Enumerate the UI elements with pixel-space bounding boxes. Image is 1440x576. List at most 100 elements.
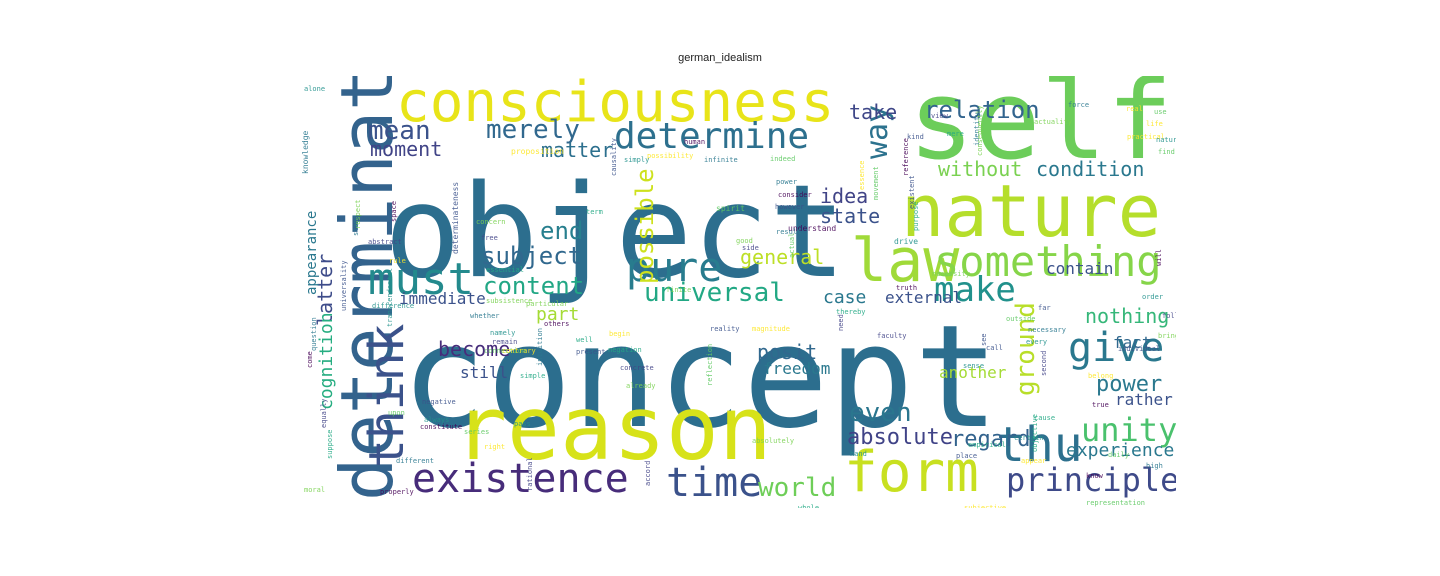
word-subsistence: subsistence — [486, 297, 532, 305]
word-necessary: necessary — [1028, 326, 1066, 334]
word-pass: pass — [514, 420, 531, 428]
word-content: content — [483, 272, 584, 300]
word-form: form — [844, 440, 979, 505]
word-follow: follow — [1162, 312, 1176, 320]
word-proposition: proposition — [511, 147, 564, 156]
word-mere: mere — [947, 130, 964, 138]
word-magnitude: magnitude — [752, 325, 790, 333]
word-make: make — [934, 270, 1016, 310]
word-result: result — [776, 228, 801, 236]
word-subject: subject — [481, 242, 582, 270]
word-identity: identity — [973, 112, 981, 146]
word-give: give — [1068, 325, 1164, 371]
word-cloud: concept object self reason consciousness dete… — [296, 76, 1176, 508]
word-experience: experience — [1066, 440, 1174, 461]
word-existent: existent — [908, 175, 916, 209]
word-call: call — [986, 344, 1003, 352]
word-reference: reference — [902, 138, 910, 176]
word-something: something — [934, 237, 1162, 286]
word-cause: cause — [1034, 414, 1055, 422]
word-moral: moral — [304, 486, 325, 494]
word-however: however — [775, 203, 805, 211]
word-condition: condition — [1036, 157, 1144, 181]
word-see: see — [980, 333, 988, 346]
word-representation: representation — [1086, 499, 1145, 507]
word-empirical: empirical — [968, 441, 1006, 449]
word-question: question — [310, 317, 318, 351]
word-possibility: possibility — [647, 152, 693, 160]
word-belong: belong — [1088, 372, 1113, 380]
word-mean: mean — [368, 116, 431, 146]
word-fact: fact — [1113, 333, 1152, 352]
word-find: find — [1158, 148, 1175, 156]
word-world: world — [758, 473, 836, 503]
word-difference: difference — [372, 302, 414, 310]
word-transcendental: transcendental — [386, 268, 394, 327]
word-sense: sense — [963, 362, 984, 370]
word-moment: moment — [370, 137, 442, 161]
word-connection: connection — [484, 347, 526, 355]
word-end: end — [540, 217, 583, 245]
word-daily: daily — [1108, 451, 1129, 459]
word-nothing: nothing — [1085, 304, 1169, 328]
word-kind: kind — [907, 133, 924, 141]
word-understand: understand — [788, 224, 836, 233]
word-another: another — [939, 363, 1007, 382]
word-movement: movement — [872, 166, 880, 200]
word-consciousness: consciousness — [396, 76, 834, 135]
word-determination: determination — [325, 76, 409, 501]
word-object: object — [384, 158, 846, 307]
word-namely: namely — [490, 329, 515, 337]
word-general: general — [740, 245, 824, 269]
word-must: must — [368, 254, 474, 305]
word-individual: individual — [1118, 345, 1160, 353]
word-indeed: indeed — [770, 155, 795, 163]
word-way: way — [860, 105, 895, 159]
word-hand: hand — [850, 450, 867, 458]
word-begin: begin — [609, 330, 630, 338]
word-view: view — [931, 112, 949, 120]
word-universal: universal — [644, 278, 785, 308]
word-subjective: subjective — [964, 504, 1006, 508]
word-actual: actual — [788, 233, 796, 258]
word-actuality: actuality — [1034, 118, 1072, 126]
word-appear: appear — [1021, 457, 1046, 465]
word-far: far — [1038, 304, 1051, 312]
word-constitute: constitute — [420, 423, 462, 431]
word-come: come — [306, 351, 314, 368]
word-real: real — [1126, 105, 1143, 113]
word-truth: truth — [896, 284, 917, 292]
word-rather: rather — [1115, 390, 1173, 409]
word-human: human — [684, 138, 705, 146]
word-every: every — [1026, 338, 1047, 346]
word-present: present — [576, 348, 606, 356]
word-whether: whether — [470, 312, 500, 320]
word-simply: simply — [624, 156, 649, 164]
word-space: space — [390, 201, 398, 222]
word-intuition: intuition — [536, 328, 544, 366]
word-good: good — [736, 237, 753, 245]
word-absolute: absolute — [847, 425, 953, 450]
word-become: become — [438, 337, 510, 361]
word-different: different — [396, 457, 434, 465]
word-second: second — [1040, 351, 1048, 376]
word-free: free — [481, 234, 498, 242]
word-right: right — [484, 443, 505, 451]
word-principle: principle — [1006, 461, 1176, 499]
word-thereby: thereby — [836, 308, 866, 316]
word-necessity: necessity — [932, 270, 970, 278]
word-abstract: abstract — [368, 238, 402, 246]
word-consider: consider — [778, 191, 812, 199]
word-even: even — [849, 398, 912, 428]
word-already: already — [626, 382, 656, 390]
word-concrete: concrete — [620, 364, 654, 372]
word-whole: whole — [798, 504, 819, 508]
word-well: well — [576, 336, 593, 344]
word-take: take — [849, 100, 897, 124]
word-essence: essence — [858, 160, 866, 190]
word-absolutely: absolutely — [752, 437, 794, 445]
word-determine: determine — [614, 116, 809, 157]
word-external: external — [885, 288, 962, 307]
word-reflection: reflection — [706, 344, 714, 386]
word-existence: existence — [412, 456, 629, 502]
